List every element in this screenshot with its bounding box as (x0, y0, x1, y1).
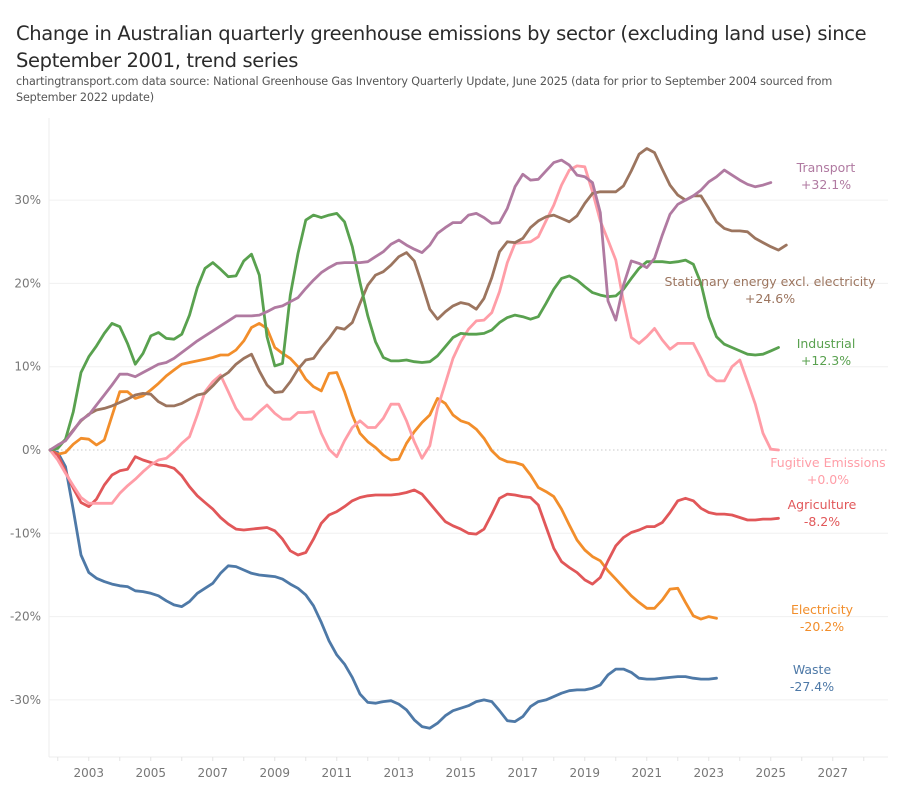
x-tick-label: 2027 (817, 766, 848, 780)
series-line-agriculture (48, 448, 780, 586)
x-tick-label: 2005 (135, 766, 166, 780)
x-tick-label: 2021 (631, 766, 662, 780)
x-axis: 2003 2005 2007 2009 2011 2013 2015 2017 2019 2021… (57, 757, 865, 780)
chart-subtitle: chartingtransport.com data source: Natio… (16, 75, 833, 104)
series-value-label-stationary-energy-excl-electricity: +24.6% (745, 291, 795, 306)
y-tick-label: 10% (14, 360, 41, 374)
y-tick-label: 20% (14, 276, 41, 290)
chart-title: Change in Australian quarterly greenhous… (16, 22, 867, 72)
x-tick-label: 2017 (507, 766, 538, 780)
series-label-stationary-energy-excl-electricity: Stationary energy excl. electricity (665, 274, 877, 289)
series-line-waste (48, 448, 718, 730)
series-value-label-waste: -27.4% (790, 679, 834, 694)
series-label-waste: Waste (793, 662, 832, 677)
series-labels: Transport +32.1% Stationary energy excl. e… (665, 160, 886, 694)
series-value-label-electricity: -20.2% (800, 619, 844, 634)
x-tick-label: 2023 (693, 766, 724, 780)
series-line-industrial (48, 211, 780, 452)
series-value-label-industrial: +12.3% (801, 353, 851, 368)
x-tick-label: 2025 (755, 766, 786, 780)
series-label-fugitive-emissions: Fugitive Emissions (770, 455, 885, 470)
series-line-transport (48, 158, 773, 452)
series-label-industrial: Industrial (797, 336, 856, 351)
x-tick-label: 2007 (197, 766, 228, 780)
gridlines (48, 118, 888, 758)
x-tick-label: 2013 (383, 766, 414, 780)
y-tick-label: -30% (10, 693, 41, 707)
series-label-agriculture: Agriculture (788, 497, 857, 512)
series-value-label-fugitive-emissions: +0.0% (807, 472, 849, 487)
y-axis: 30% 20% 10% 0% -10% -20% -30% (10, 193, 41, 707)
series-value-label-agriculture: -8.2% (804, 514, 840, 529)
series-line-stationary-energy-excl-electricity (48, 147, 788, 452)
x-tick-label: 2009 (259, 766, 290, 780)
series-lines (48, 147, 788, 730)
y-tick-label: 0% (22, 443, 41, 457)
series-line-fugitive-emissions (48, 164, 780, 505)
x-tick-label: 2019 (569, 766, 600, 780)
series-label-transport: Transport (796, 160, 856, 175)
x-tick-label: 2015 (445, 766, 476, 780)
y-tick-label: -20% (10, 610, 41, 624)
series-value-label-transport: +32.1% (801, 177, 851, 192)
x-tick-label: 2011 (321, 766, 352, 780)
x-tick-label: 2003 (73, 766, 104, 780)
y-tick-label: 30% (14, 193, 41, 207)
series-label-electricity: Electricity (791, 602, 854, 617)
y-tick-label: -10% (10, 526, 41, 540)
